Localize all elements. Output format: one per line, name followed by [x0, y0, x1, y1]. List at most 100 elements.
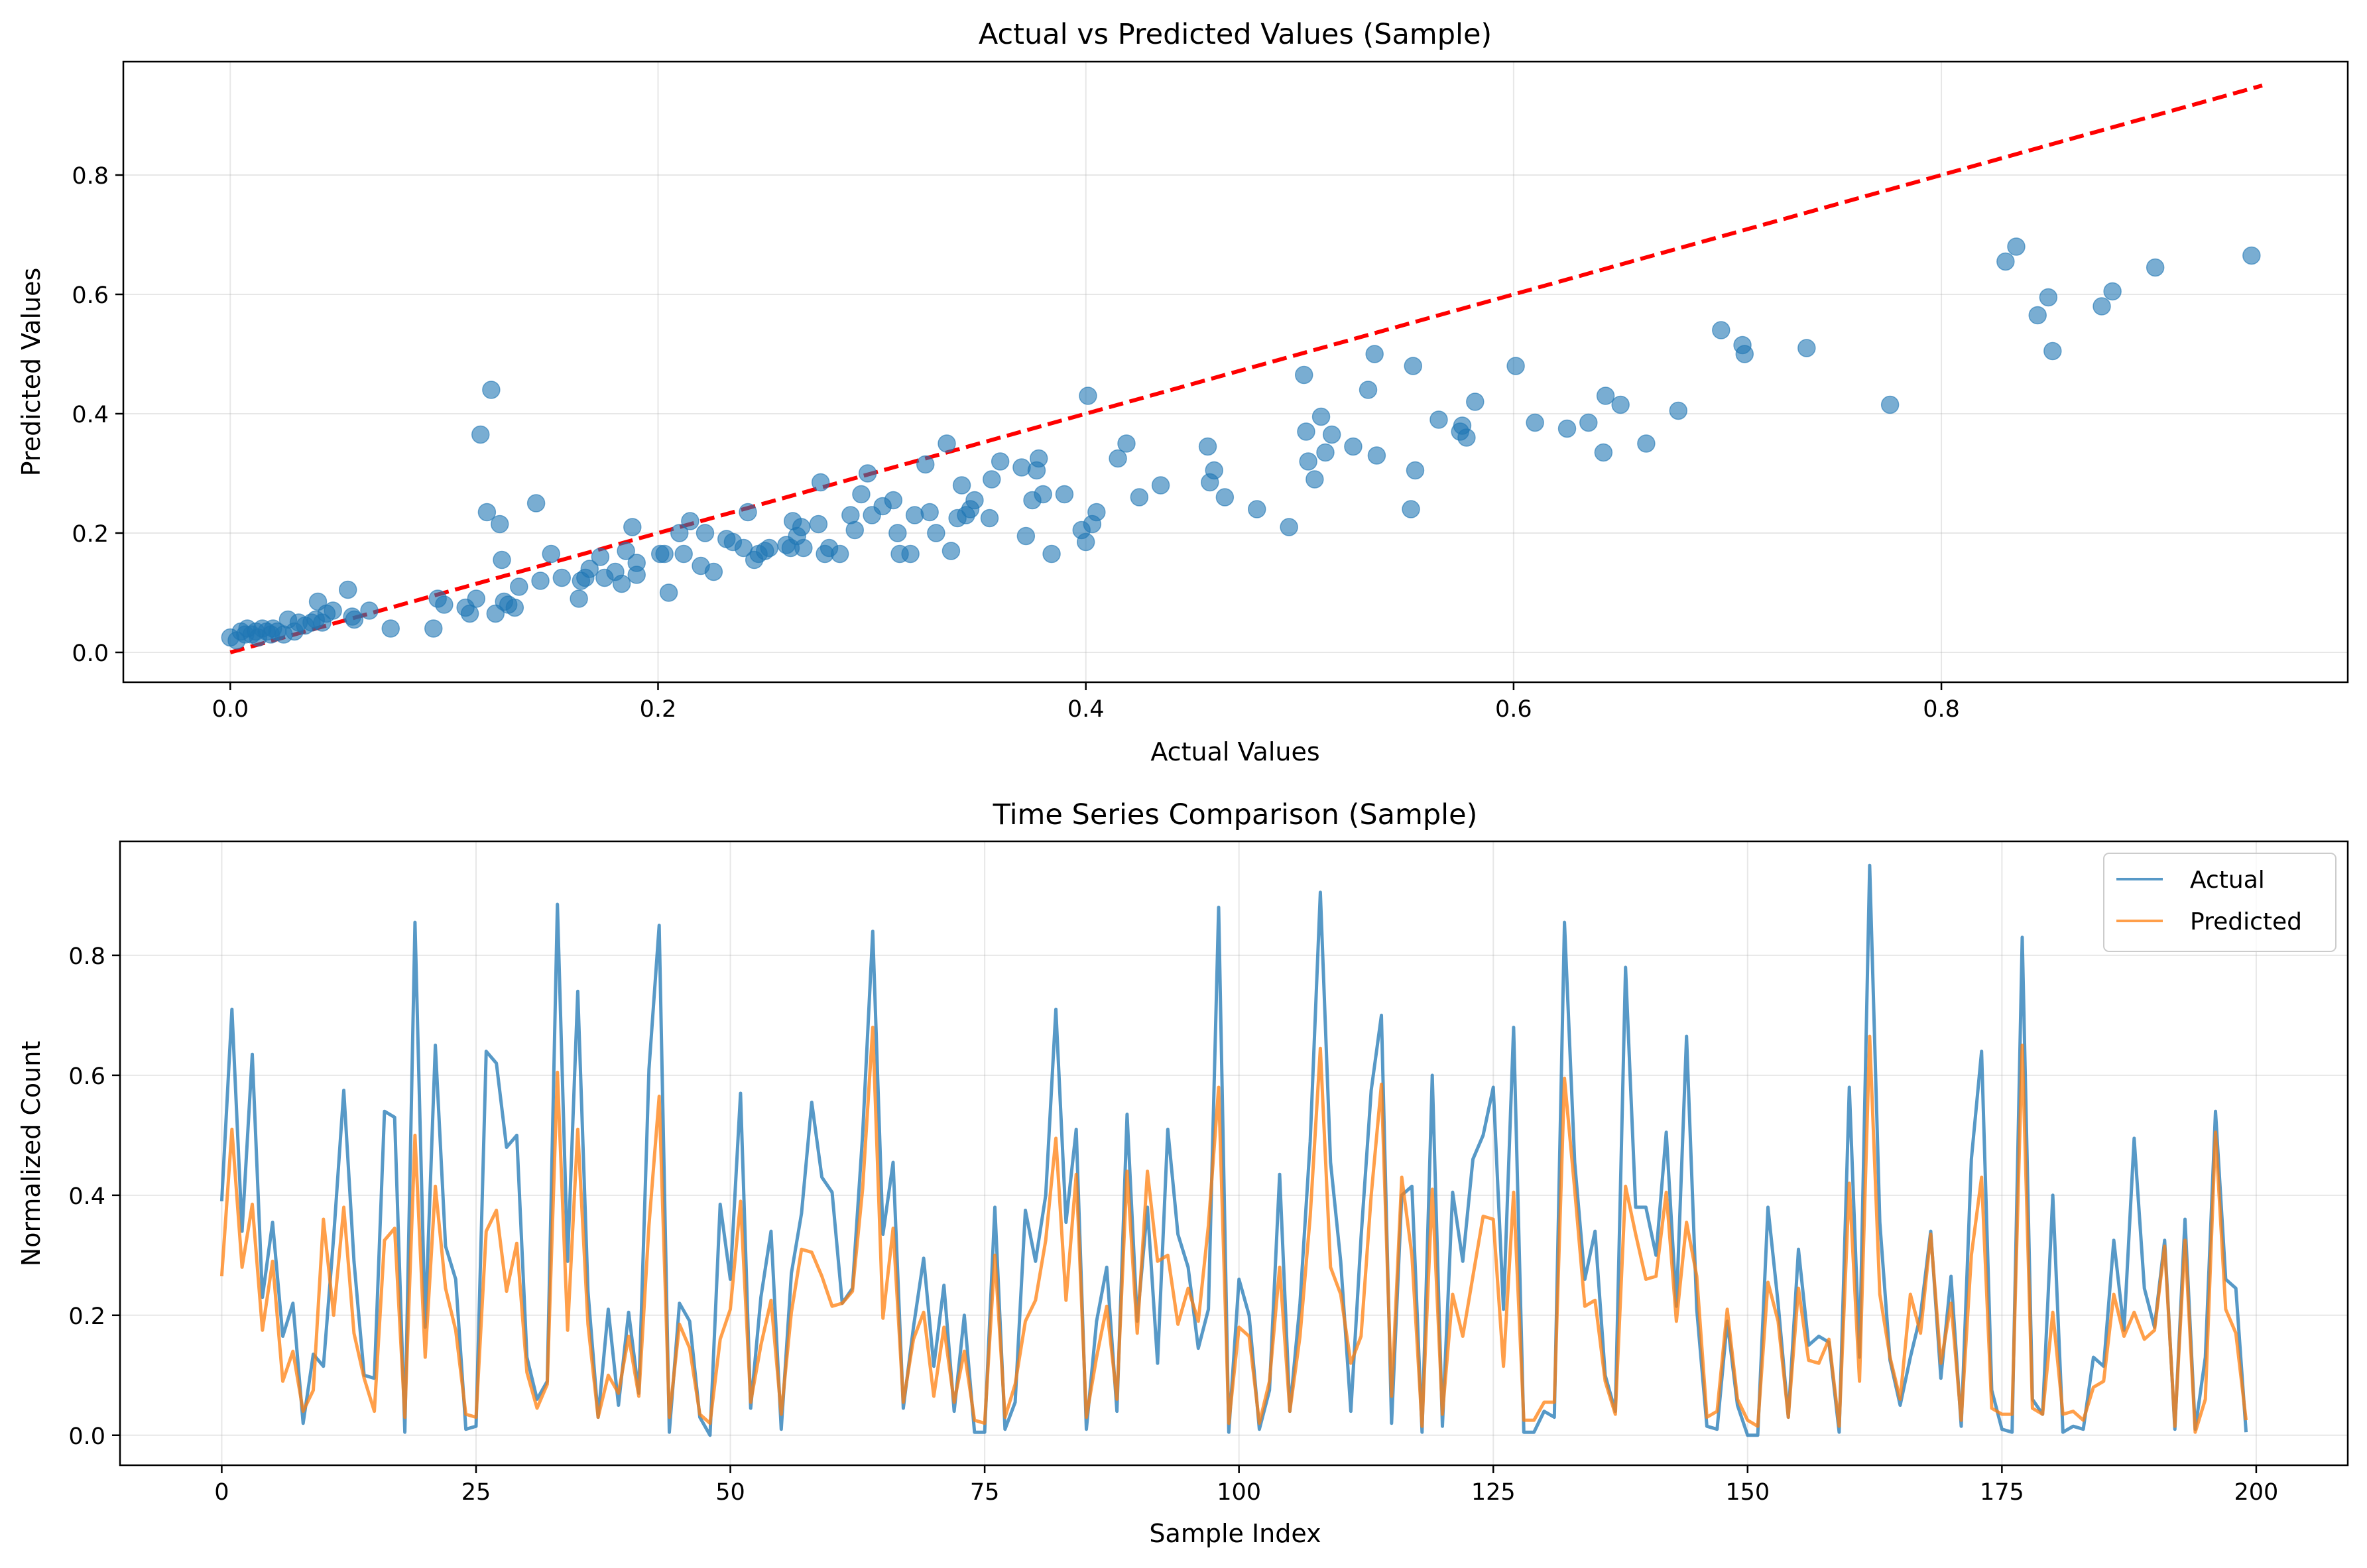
scatter-y-tick-label: 0.0	[72, 640, 109, 667]
scatter-point	[531, 572, 550, 590]
scatter-point	[888, 524, 907, 542]
scatter-point	[1034, 485, 1052, 504]
scatter-point	[1735, 345, 1754, 363]
scatter-point	[477, 503, 497, 522]
scatter-point	[1012, 458, 1031, 477]
scatter-point	[1669, 401, 1688, 420]
scatter-point	[1344, 437, 1363, 456]
scatter-point	[920, 503, 939, 522]
scatter-point	[1880, 395, 1900, 414]
scatter-point	[1042, 544, 1061, 564]
reference-line	[229, 84, 2263, 654]
timeseries-y-tick-label: 0.2	[68, 1303, 105, 1330]
timeseries-x-tick-label: 0	[214, 1479, 229, 1506]
scatter-point	[852, 485, 871, 504]
scatter-point	[884, 491, 903, 510]
scatter-point	[1797, 339, 1816, 357]
scatter-point	[526, 494, 546, 513]
scatter-x-tick-label: 0.2	[640, 696, 677, 723]
scatter-point	[704, 562, 723, 581]
timeseries-lines	[219, 863, 2248, 1437]
scatter-y-tick-label: 0.2	[72, 521, 109, 548]
scatter-point	[980, 509, 999, 528]
scatter-point	[591, 548, 610, 566]
scatter-point	[1611, 395, 1630, 414]
scatter-plot-frame	[122, 60, 2349, 684]
scatter-point	[982, 470, 1001, 489]
reference-line-segment	[229, 84, 2263, 654]
scatter-y-tick-label: 0.6	[72, 282, 109, 309]
scatter-point	[471, 425, 490, 444]
scatter-title: Actual vs Predicted Values (Sample)	[979, 18, 1492, 51]
scatter-point	[2146, 258, 2165, 277]
scatter-point	[952, 476, 971, 495]
scatter-point	[1305, 470, 1324, 489]
scatter-point	[623, 518, 642, 536]
scatter-point	[1205, 461, 1223, 480]
scatter-point	[941, 542, 961, 560]
timeseries-y-label: Normalized Count	[17, 1041, 46, 1266]
scatter-point	[1526, 413, 1544, 432]
scatter-point	[1367, 446, 1386, 465]
scatter-point	[467, 589, 486, 608]
scatter-point	[1076, 532, 1095, 552]
scatter-point	[1596, 387, 1615, 405]
scatter-point	[1406, 461, 1425, 480]
scatter-point	[1594, 443, 1613, 462]
scatter-point	[655, 544, 674, 564]
series-line-predicted	[219, 1026, 2248, 1434]
scatter-point	[580, 560, 599, 578]
scatter-x-ticks: 0.0 0.2 0.4 0.6 0.8	[212, 682, 1960, 723]
scatter-y-tick-label: 0.8	[72, 163, 109, 190]
scatter-point	[1299, 452, 1317, 471]
timeseries-plot-frame	[119, 840, 2349, 1467]
scatter-point	[345, 610, 364, 629]
scatter-point	[809, 514, 828, 534]
scatter-point	[1280, 518, 1298, 536]
scatter-point	[965, 491, 984, 510]
scatter-x-tick-label: 0.8	[1923, 696, 1960, 723]
scatter-point	[905, 506, 924, 524]
scatter-points	[221, 237, 2261, 650]
scatter-point	[1506, 357, 1525, 375]
scatter-point	[794, 538, 813, 558]
scatter-point	[1117, 434, 1136, 453]
scatter-point	[1311, 407, 1331, 426]
timeseries-x-tick-label: 150	[1725, 1479, 1770, 1506]
scatter-gridlines	[123, 62, 2348, 682]
scatter-point	[491, 514, 509, 534]
timeseries-gridlines	[120, 841, 2348, 1465]
scatter-point	[1359, 381, 1378, 399]
scatter-point	[1294, 365, 1313, 385]
scatter-point	[1712, 321, 1730, 339]
scatter-point	[1055, 485, 1074, 504]
timeseries-x-tick-label: 175	[1980, 1479, 2024, 1506]
scatter-point	[617, 542, 635, 560]
legend: Actual Predicted	[2103, 853, 2337, 952]
scatter-point	[1215, 488, 1235, 507]
scatter-point	[1130, 488, 1149, 507]
scatter-point	[696, 524, 715, 542]
scatter-point	[552, 568, 572, 587]
scatter-point	[670, 524, 689, 542]
scatter-x-label: Actual Values	[1150, 737, 1319, 766]
scatter-point	[760, 538, 778, 558]
scatter-point	[1087, 503, 1106, 522]
timeseries-x-tick-label: 100	[1217, 1479, 1261, 1506]
scatter-x-tick-label: 0.0	[212, 696, 249, 723]
scatter-point	[542, 544, 560, 564]
scatter-point	[1557, 419, 1577, 438]
timeseries-x-tick-label: 25	[461, 1479, 491, 1506]
scatter-point	[1466, 392, 1485, 411]
scatter-point	[1109, 449, 1127, 468]
scatter-point	[2039, 288, 2058, 307]
scatter-point	[1079, 387, 1097, 405]
timeseries-x-tick-label: 50	[715, 1479, 745, 1506]
scatter-point	[505, 598, 524, 617]
scatter-point	[927, 524, 945, 542]
scatter-point	[674, 544, 693, 564]
legend-predicted-label: Predicted	[2190, 908, 2302, 935]
timeseries-x-tick-label: 125	[1471, 1479, 1516, 1506]
series-line-actual	[219, 863, 2248, 1437]
